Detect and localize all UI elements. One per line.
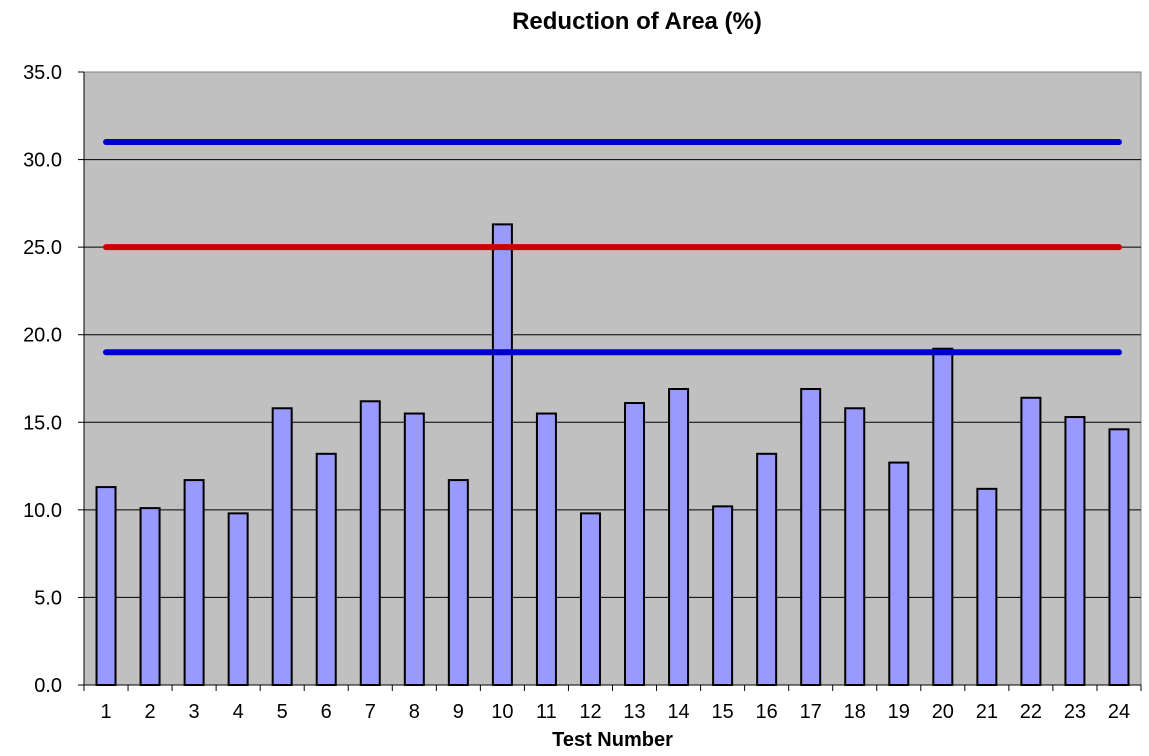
bar bbox=[756, 452, 778, 686]
bar bbox=[1020, 396, 1042, 686]
x-axis-tick-labels: 1 2 3 4 5 6 7 8 9 10 11 12 13 14 15 16 17 18 19 20 21 22 23 24 bbox=[100, 701, 1130, 723]
bar bbox=[1108, 428, 1130, 687]
bar bbox=[95, 486, 117, 686]
bar bbox=[447, 479, 469, 686]
x-tick-label: 1 bbox=[100, 701, 111, 723]
bar bbox=[712, 505, 734, 686]
x-tick-label: 8 bbox=[409, 701, 420, 723]
x-tick-label: 15 bbox=[711, 701, 733, 723]
x-tick-label: 4 bbox=[233, 701, 244, 723]
bars bbox=[95, 223, 1130, 687]
bar bbox=[491, 223, 513, 686]
y-tick-label: 25.0 bbox=[23, 237, 62, 259]
axes bbox=[78, 71, 1142, 691]
chart-title: Reduction of Area (%) bbox=[512, 8, 762, 35]
y-tick-label: 35.0 bbox=[23, 62, 62, 84]
x-tick-label: 22 bbox=[1020, 701, 1042, 723]
x-tick-label: 18 bbox=[844, 701, 866, 723]
x-tick-label: 13 bbox=[623, 701, 645, 723]
x-tick-label: 20 bbox=[932, 701, 954, 723]
x-tick-label: 23 bbox=[1064, 701, 1086, 723]
x-tick-label: 11 bbox=[536, 701, 557, 723]
x-tick-label: 21 bbox=[976, 701, 998, 723]
bar bbox=[579, 512, 601, 686]
x-tick-label: 19 bbox=[888, 701, 910, 723]
bar bbox=[1064, 416, 1086, 686]
bar bbox=[139, 507, 161, 686]
bar bbox=[271, 407, 293, 686]
x-tick-label: 16 bbox=[756, 701, 778, 723]
x-tick-label: 2 bbox=[145, 701, 156, 723]
y-tick-label: 15.0 bbox=[23, 412, 62, 434]
x-axis-title: Test Number bbox=[552, 729, 673, 751]
bar bbox=[315, 452, 337, 686]
x-tick-label: 3 bbox=[189, 701, 200, 723]
x-tick-label: 24 bbox=[1108, 701, 1130, 723]
bar bbox=[227, 512, 249, 686]
bar bbox=[976, 487, 998, 686]
y-tick-label: 30.0 bbox=[23, 150, 62, 172]
x-tick-label: 12 bbox=[579, 701, 601, 723]
x-tick-label: 9 bbox=[453, 701, 464, 723]
x-tick-label: 10 bbox=[491, 701, 513, 723]
bar bbox=[844, 407, 866, 686]
plot-area bbox=[83, 71, 1142, 686]
bar bbox=[183, 479, 205, 686]
y-axis-tick-labels: 0.0 5.0 10.0 15.0 20.0 25.0 30.0 35.0 bbox=[23, 62, 62, 697]
x-tick-label: 17 bbox=[800, 701, 822, 723]
bar bbox=[800, 388, 822, 686]
x-tick-label: 5 bbox=[277, 701, 288, 723]
bar bbox=[403, 412, 425, 686]
bar bbox=[668, 388, 690, 686]
bar bbox=[932, 347, 954, 686]
x-tick-label: 14 bbox=[667, 701, 689, 723]
bar bbox=[359, 400, 381, 686]
bar bbox=[624, 402, 646, 686]
x-tick-label: 7 bbox=[365, 701, 376, 723]
reference-lines bbox=[103, 139, 1122, 356]
x-tick-label: 6 bbox=[321, 701, 332, 723]
y-tick-label: 0.0 bbox=[34, 675, 62, 697]
y-tick-label: 20.0 bbox=[23, 325, 62, 347]
bar bbox=[888, 461, 910, 686]
y-tick-label: 10.0 bbox=[23, 500, 62, 522]
bar bbox=[535, 412, 557, 686]
y-tick-label: 5.0 bbox=[34, 587, 62, 609]
